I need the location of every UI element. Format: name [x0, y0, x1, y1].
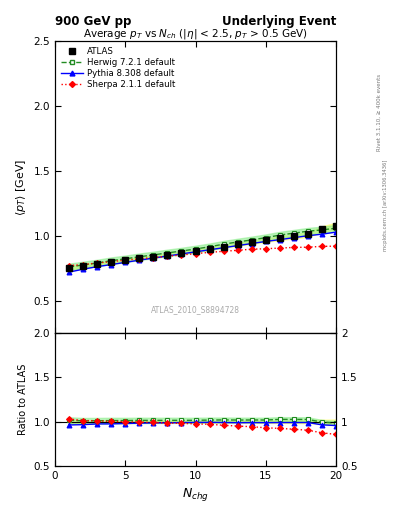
Text: Underlying Event: Underlying Event	[222, 15, 336, 28]
Text: ATLAS_2010_S8894728: ATLAS_2010_S8894728	[151, 305, 240, 314]
Text: 900 GeV pp: 900 GeV pp	[55, 15, 131, 28]
Legend: ATLAS, Herwig 7.2.1 default, Pythia 8.308 default, Sherpa 2.1.1 default: ATLAS, Herwig 7.2.1 default, Pythia 8.30…	[59, 45, 177, 91]
Text: mcplots.cern.ch [arXiv:1306.3436]: mcplots.cern.ch [arXiv:1306.3436]	[384, 159, 388, 250]
Y-axis label: Ratio to ATLAS: Ratio to ATLAS	[18, 364, 28, 435]
Y-axis label: $\langle p_T \rangle$ [GeV]: $\langle p_T \rangle$ [GeV]	[14, 158, 28, 216]
Text: Rivet 3.1.10, ≥ 400k events: Rivet 3.1.10, ≥ 400k events	[377, 74, 382, 151]
X-axis label: $N_{chg}$: $N_{chg}$	[182, 486, 209, 503]
Title: Average $p_T$ vs $N_{ch}$ ($|\eta|$ < 2.5, $p_T$ > 0.5 GeV): Average $p_T$ vs $N_{ch}$ ($|\eta|$ < 2.…	[83, 27, 308, 41]
